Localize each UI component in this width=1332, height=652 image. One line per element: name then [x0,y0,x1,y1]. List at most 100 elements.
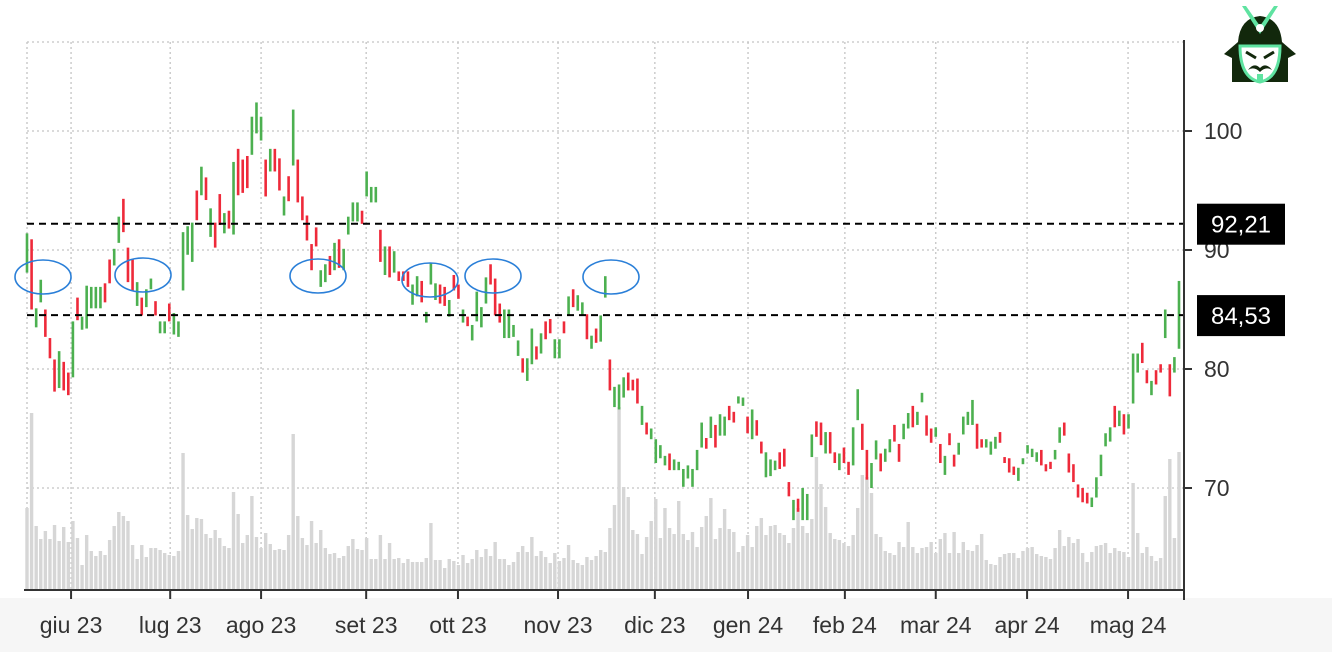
volume-bar [690,532,695,590]
candle-down [30,239,33,310]
volume-bar [456,565,461,590]
candle-down [626,372,630,391]
candle-down [122,198,125,233]
volume-bar [341,556,346,590]
volume-bar [351,539,355,590]
candle-down [746,416,749,434]
volume-bar [1135,533,1140,590]
volume-bar [759,518,764,590]
candle-down [571,289,575,308]
candle-up [291,109,295,166]
volume-bar [557,561,562,590]
volume-bar [277,549,282,590]
volume-bar [273,550,277,590]
candle-down [879,453,882,472]
volume-bar [62,527,66,590]
volume-bar [245,535,250,590]
volume-bar [1131,483,1135,590]
candle-down [1067,453,1071,473]
volume-bar [571,560,575,590]
volume-bar [649,521,653,590]
candle-down [273,148,277,172]
candle-up [25,233,29,273]
annotation-circle [464,258,522,294]
volume-bar [254,537,259,590]
candle-down [1062,422,1066,436]
volume-bar [406,559,410,590]
volume-bar [140,545,144,590]
candle-down [406,271,410,287]
candle-up [346,216,350,235]
candle-up [512,324,515,337]
volume-bar [57,541,61,590]
volume-bar [979,534,984,590]
candle-down [246,155,249,189]
candle-down [287,176,290,202]
volume-bar [29,413,34,590]
volume-bar [112,526,116,590]
candle-down [865,449,869,480]
candle-up [700,422,703,448]
candle-up [89,286,93,309]
volume-bar [1067,537,1071,590]
candle-down [544,321,547,340]
candle-down [929,428,933,443]
volume-bar [433,560,438,590]
candle-up [792,499,795,521]
volume-bar [475,550,479,590]
volume-bar [1080,553,1085,590]
candle-up [874,440,878,460]
volume-bar [401,563,406,590]
volume-bar [924,547,929,590]
volume-bar [442,568,447,590]
volume-bar [71,521,75,590]
candle-down [140,297,144,316]
volume-bar [787,543,791,590]
candle-up [525,358,529,381]
candle-down [893,424,896,442]
candle-down [103,283,107,303]
volume-bar [397,558,401,590]
volume-bar [1094,546,1099,590]
candle-up [801,488,804,521]
candle-up [530,328,534,365]
candle-up [966,411,970,425]
candle-up [177,321,180,337]
candle-down [636,378,639,404]
volume-bar [667,528,672,590]
volume-bar [241,543,245,590]
volume-bar [874,534,878,590]
candle-down [62,361,66,391]
candle-up [34,308,38,328]
candle-down [236,148,240,196]
candle-down [1040,449,1043,466]
volume-bar [713,539,718,590]
candle-up [324,264,327,283]
candle-up [649,428,653,440]
candle-down [815,421,818,437]
volume-bar [704,516,708,590]
x-tick-label: feb 24 [813,612,877,638]
candle-down [668,453,671,471]
candle-down [1007,458,1011,473]
candle-down [1076,484,1080,498]
x-tick-label: dic 23 [624,612,685,638]
volume-bar [599,550,603,590]
candle-up [1118,410,1121,427]
volume-bar [530,537,534,590]
candle-down [457,284,460,299]
candle-up [856,389,860,421]
candle-up [640,405,644,425]
volume-bar [984,560,988,590]
candle-up [1136,353,1139,373]
volume-bar [814,457,819,590]
volume-bar [167,555,171,590]
candle-down [154,301,157,316]
volume-bar [149,548,153,590]
volume-bar [631,530,635,590]
volume-bar [915,553,920,590]
candle-down [778,452,782,469]
volume-bar [938,539,943,590]
candle-up [158,321,162,334]
volume-bar [1021,551,1025,590]
